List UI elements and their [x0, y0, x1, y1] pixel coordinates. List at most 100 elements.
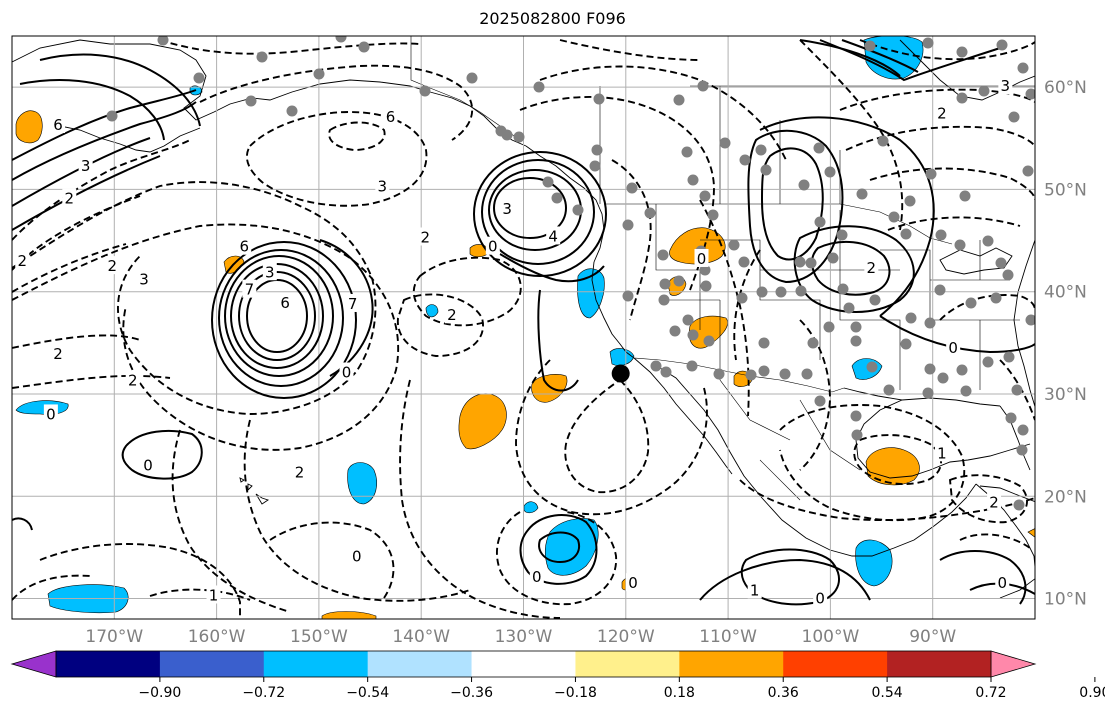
observation-dot: [877, 135, 889, 147]
observation-dot: [956, 364, 968, 376]
observation-dot: [707, 209, 719, 221]
contour-label-bg: [339, 362, 354, 381]
contour-label-bg: [15, 251, 30, 270]
observation-dot: [827, 252, 839, 264]
observation-dot: [758, 337, 770, 349]
contour-label-bg: [813, 588, 828, 607]
lat-tick-label: 10°N: [1044, 590, 1087, 610]
observation-dot: [813, 142, 825, 154]
contour-line: [841, 39, 919, 73]
colorbar-segment: [471, 651, 576, 677]
shade-orange-patch: [865, 447, 920, 486]
observation-dot: [256, 51, 268, 63]
shade-blue-patch: [425, 304, 439, 318]
observation-dot: [900, 228, 912, 240]
colorbar: −0.90 −0.72 −0.54 −0.36 −0.18 0.18 0.36 0.54 0.7…: [10, 650, 1105, 701]
observation-dot: [687, 174, 699, 186]
observation-dot: [850, 321, 862, 333]
observation-dot: [466, 72, 478, 84]
contour-line: [12, 517, 33, 531]
observation-dot: [542, 176, 554, 188]
contour-label-bg: [546, 226, 561, 245]
observation-dot: [905, 312, 917, 324]
observation-dot: [823, 321, 835, 333]
observation-dot: [935, 229, 947, 241]
observation-dot: [1025, 314, 1035, 326]
colorbar-tick-label: 0.90: [1079, 685, 1105, 701]
contour-label-bg: [418, 227, 433, 246]
observation-dot: [794, 256, 806, 268]
colorbar-tick-label: −0.72: [242, 685, 285, 701]
contour-label: 0: [532, 568, 542, 586]
lon-tick-label: 110°W: [699, 627, 757, 647]
shade-orange-patch: [1027, 528, 1035, 538]
contour-line: [859, 39, 1035, 61]
contour-line: [149, 588, 251, 601]
shade-orange-patch: [458, 393, 507, 450]
observation-dot: [703, 335, 715, 347]
contour-label: 3: [378, 177, 388, 195]
observation-dots: [106, 36, 1035, 511]
observation-dot: [658, 294, 670, 306]
contour-line: [559, 39, 701, 61]
colorbar-tick-label: 0.18: [664, 685, 695, 701]
contour-line: [473, 151, 607, 277]
observation-dot: [856, 188, 868, 200]
observation-dot: [697, 80, 709, 92]
contour-line: [12, 243, 127, 293]
observation-dot: [904, 195, 916, 207]
observation-dot: [934, 284, 946, 296]
aleutian-islands: [59, 125, 201, 153]
observation-dot: [922, 37, 934, 49]
contour-label: 0: [815, 590, 825, 608]
contour-label-bg: [51, 344, 66, 363]
lat-tick-label: 30°N: [1044, 385, 1087, 405]
observation-dot: [193, 72, 205, 84]
shade-blue-patch: [347, 462, 377, 505]
observation-dot: [657, 249, 669, 261]
shade-orange-patch: [15, 110, 43, 144]
contour-label-bg: [345, 293, 360, 312]
map-frame: [11, 35, 1036, 620]
contour-label: 1: [937, 444, 947, 462]
observation-dot: [622, 219, 634, 231]
contour-line: [539, 65, 787, 161]
contour-label: 2: [107, 257, 117, 275]
observation-dot: [358, 41, 370, 53]
contour-label: 3: [265, 263, 275, 281]
observation-dot: [713, 368, 725, 380]
contour-label-bg: [242, 279, 257, 298]
observation-dot: [728, 239, 740, 251]
colorbar-tick-label: 0.54: [872, 685, 903, 701]
observation-dot: [864, 40, 876, 52]
colorbar-segment: [159, 651, 265, 677]
gulf-coast: [855, 399, 1031, 479]
observation-dot: [673, 275, 685, 287]
colorbar-segment: [783, 651, 888, 677]
shade-blue-patch: [577, 268, 605, 319]
contour-line: [819, 39, 1001, 82]
contour-line: [319, 239, 374, 377]
mexico-coast: [659, 367, 977, 557]
observation-dot: [922, 387, 934, 399]
observation-dot: [990, 292, 1002, 304]
contour-label-bg: [946, 337, 961, 356]
highlight-marker-dot: [611, 364, 630, 383]
observation-dot: [591, 144, 603, 156]
chart-title: 2025082800 F096: [479, 9, 626, 28]
shade-orange-patch: [321, 611, 377, 619]
observation-dot: [673, 94, 685, 106]
lon-tick-label: 150°W: [290, 627, 348, 647]
contour-label: 1: [209, 586, 219, 604]
observation-dot: [1017, 62, 1029, 74]
contour-label: 1: [750, 581, 760, 599]
colorbar-segment: [367, 651, 473, 677]
contour-label-bg: [998, 76, 1013, 95]
shade-blue-patch: [863, 36, 924, 80]
observation-dot: [837, 283, 849, 295]
colorbar-segment: [887, 651, 992, 677]
observation-dot: [681, 146, 693, 158]
observation-dot: [869, 294, 881, 306]
anomaly-shading: [15, 36, 1035, 619]
